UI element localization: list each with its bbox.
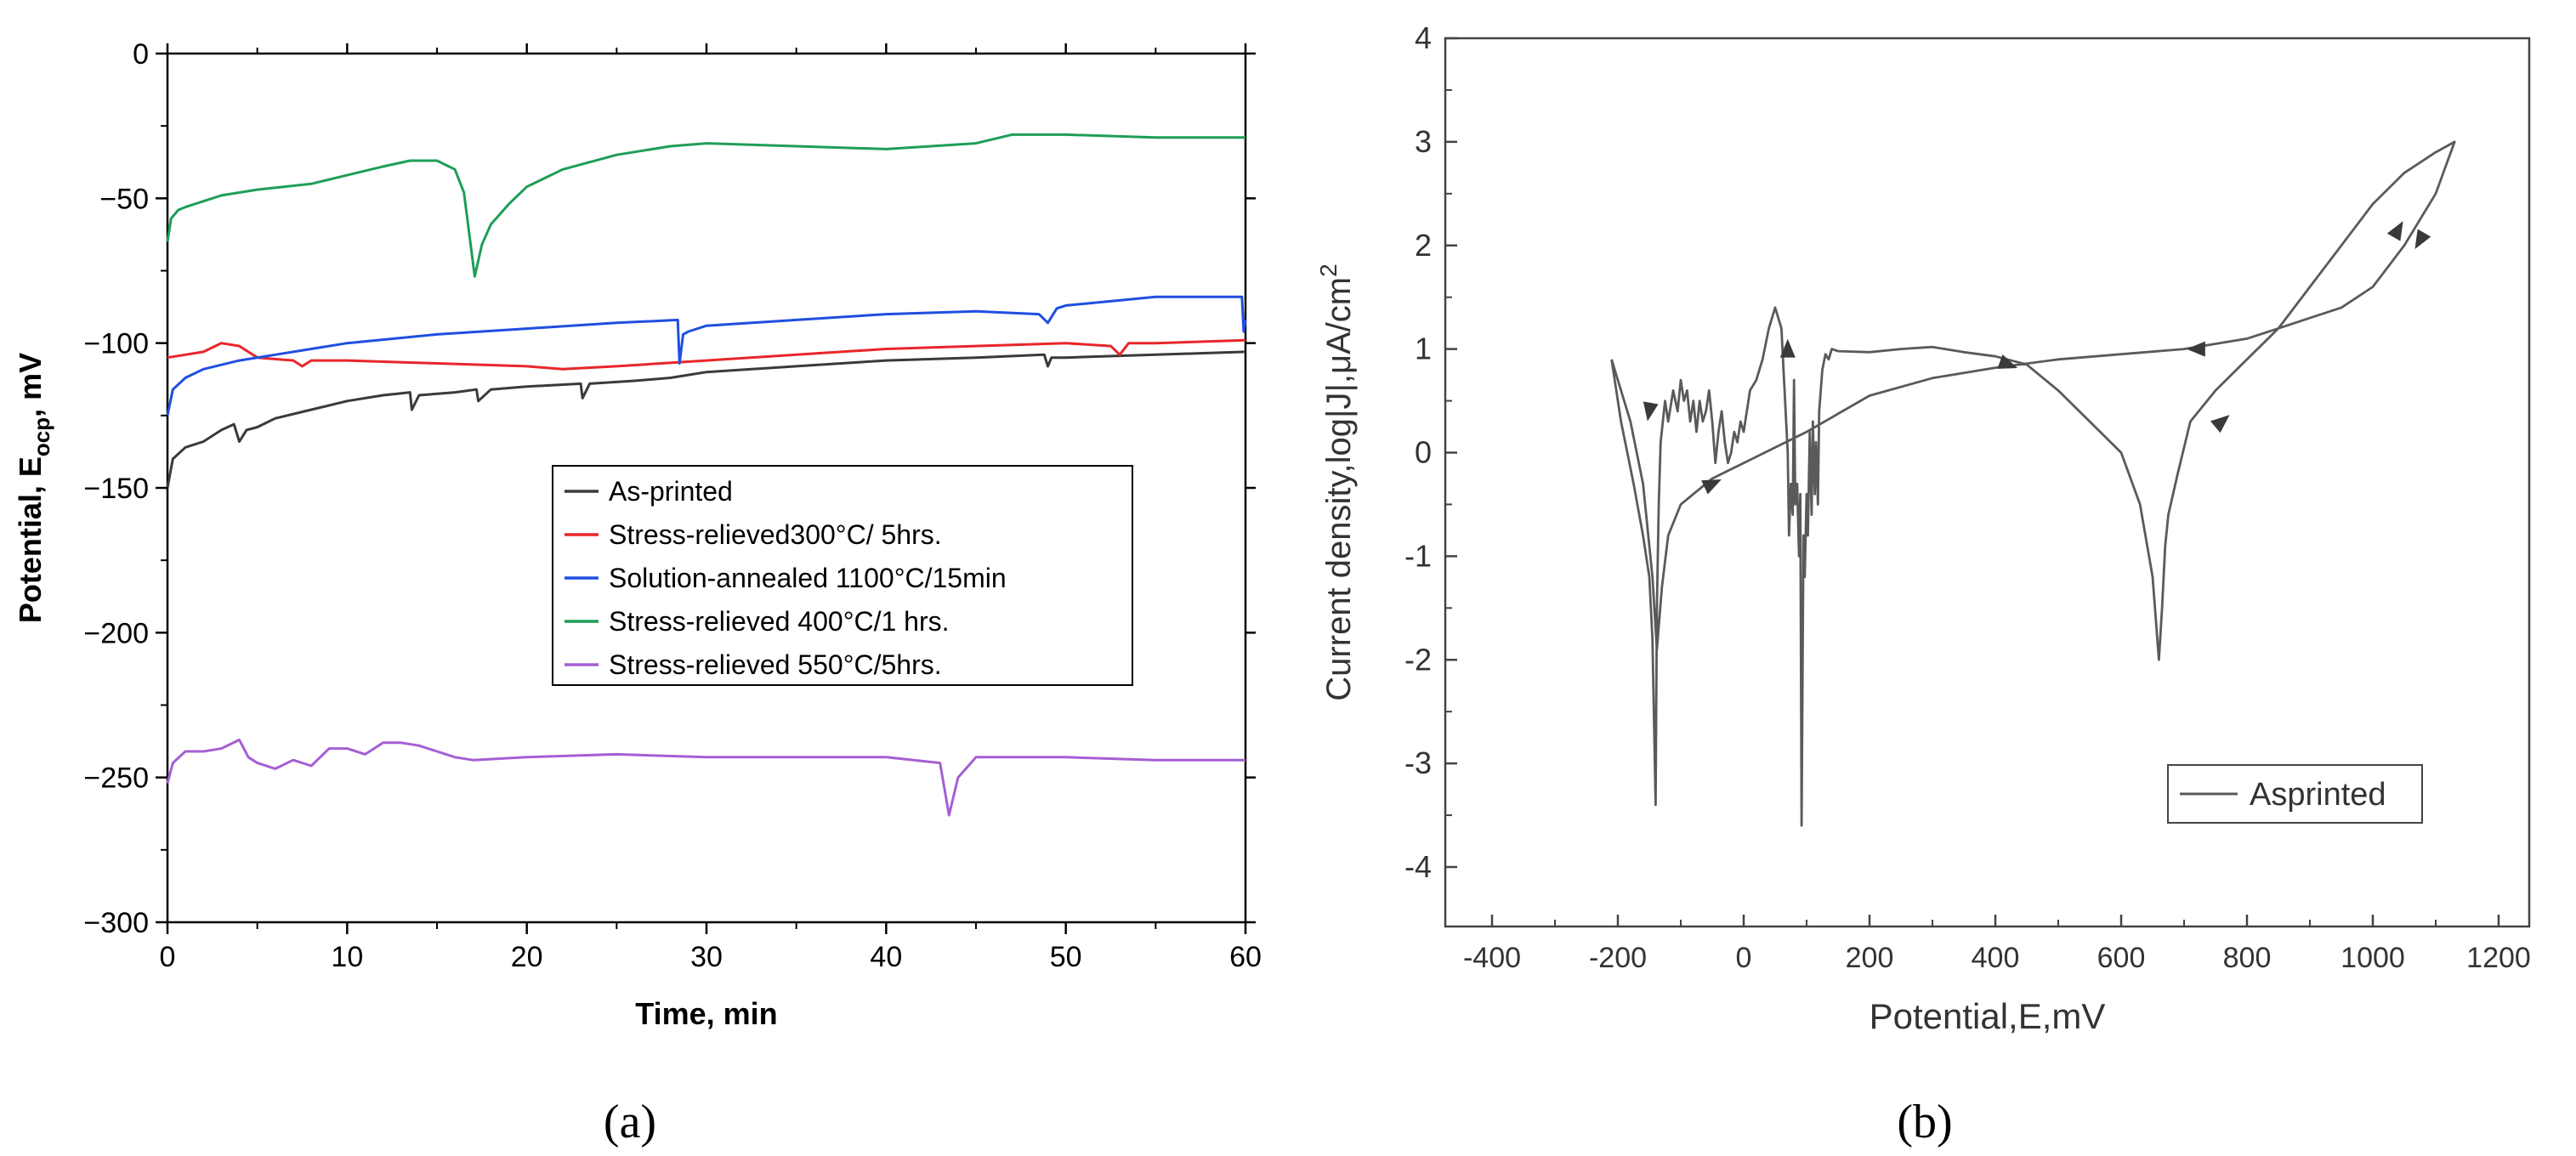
panel-b-y-tick-label: -1 — [1404, 538, 1432, 573]
panel-b-y-tick-label: -3 — [1404, 745, 1432, 780]
panel-b-direction-arrow — [1701, 479, 1722, 495]
panel-a-series-line-1 — [166, 350, 1246, 489]
panel-b-y-axis-label-sup: 2 — [1315, 264, 1342, 277]
panel-a-legend-label: Solution-annealed 1100°C/15min — [609, 563, 1007, 593]
panel-a-x-tick-label: 50 — [1050, 941, 1082, 973]
panel-a-series-line-2 — [167, 338, 1246, 371]
panel-a-y-tick-label: 0 — [133, 38, 149, 71]
panel-b-axes — [1444, 37, 2531, 928]
panel-b-y-tick-label: 3 — [1415, 124, 1432, 159]
panel-a-y-tick-label: −150 — [83, 473, 149, 505]
panel-a-x-axis-label: Time, min — [635, 996, 777, 1031]
panel-b-x-tick-label: 800 — [2223, 942, 2272, 974]
panel-b-direction-arrow — [2186, 341, 2205, 357]
panel-a-x-tick-label: 0 — [160, 941, 176, 973]
panel-b-x-tick-label: -200 — [1589, 942, 1647, 974]
panel-a-series-line-3 — [166, 295, 1247, 416]
panel-b-plot-frame — [1444, 37, 2531, 928]
panel-a-x-tick-label: 10 — [331, 941, 363, 973]
panel-b-chart: -400 -200 0 200 400 600 800 1000 1200 4 3 2 1 0 -1 -2 -3… — [1315, 20, 2531, 1148]
panel-a-legend-frame — [552, 465, 1133, 686]
panel-b-y-axis-label: Current density,log|J|,μA/cm2 — [1315, 264, 1358, 700]
panel-a-legend: As-printed Stress-relieved300°C/ 5hrs. Sol… — [552, 465, 1133, 686]
panel-a-label: (a) — [604, 1096, 656, 1148]
panel-b-y-tick-label: 2 — [1415, 228, 1432, 263]
panel-a-series-lines — [166, 133, 1247, 817]
panel-a-y-tick-label: −250 — [83, 762, 149, 795]
panel-a-y-tick-label: −200 — [83, 617, 149, 649]
panel-b-series-line-1 — [1610, 140, 2456, 827]
panel-b-direction-arrow — [1779, 338, 1796, 358]
panel-b-y-tick-label: 0 — [1415, 435, 1432, 470]
panel-b-y-axis-label-main: Current density,log|J|,μA/cm — [1320, 277, 1358, 701]
panel-a-legend-label: Stress-relieved300°C/ 5hrs. — [609, 519, 942, 550]
panel-a-chart: 0 10 20 30 40 50 60 0 −50 −100 −150 −200 −250 −300 Ti… — [13, 38, 1262, 1148]
panel-b-direction-arrow — [1997, 354, 2018, 369]
panel-b-x-axis-label: Potential,E,mV — [1870, 996, 2106, 1036]
panel-a-y-axis-label-tail: , mV — [13, 353, 48, 417]
panel-b-x-tick-label: -400 — [1463, 942, 1521, 974]
panel-a-x-tick-label: 30 — [690, 941, 723, 973]
panel-b-series-lines — [1610, 140, 2456, 827]
panel-a-y-axis-label-main: Potential, E — [13, 456, 48, 623]
panel-a-series-line-4 — [166, 133, 1245, 278]
panel-b-x-tick-label: 1200 — [2466, 942, 2531, 974]
panel-a-x-tick-label: 60 — [1229, 941, 1262, 973]
panel-a-legend-label: Stress-relieved 400°C/1 hrs. — [609, 606, 950, 637]
panel-b-y-tick-label: 1 — [1415, 332, 1432, 366]
panel-b-legend: Asprinted — [2167, 764, 2423, 824]
panel-b-direction-arrow — [1643, 401, 1659, 422]
panel-b-x-tick-label: 1000 — [2341, 942, 2405, 974]
panel-b-direction-arrow — [2386, 221, 2403, 241]
panel-b-x-tick-label: 200 — [1846, 942, 1894, 974]
panel-a-legend-label: Stress-relieved 550°C/5hrs. — [609, 649, 942, 680]
panel-a-series-line-5 — [166, 738, 1245, 817]
panel-a-ticks: 0 10 20 30 40 50 60 0 −50 −100 −150 −200 −250 −300 — [83, 38, 1262, 973]
panel-b-ticks: -400 -200 0 200 400 600 800 1000 1200 4 3 2 1 0 -1 -2 -3… — [1404, 20, 2531, 974]
panel-b-y-tick-label: -2 — [1404, 642, 1432, 677]
panel-b-x-tick-label: 400 — [1972, 942, 2020, 974]
panel-a-y-tick-label: −100 — [83, 328, 149, 360]
panel-a-y-tick-label: −300 — [83, 907, 149, 939]
panel-a-y-axis-label-sub: ocp — [29, 417, 54, 456]
panel-a-y-tick-label: −50 — [99, 183, 149, 215]
panel-b-direction-arrow — [2414, 229, 2431, 250]
panel-b-x-tick-label: 0 — [1736, 942, 1752, 974]
panel-b-label: (b) — [1897, 1096, 1952, 1148]
panel-b-y-tick-label: 4 — [1415, 20, 1432, 55]
panel-a-legend-label: As-printed — [609, 476, 733, 507]
panel-a-x-tick-label: 40 — [870, 941, 902, 973]
panel-b-y-tick-label: -4 — [1404, 849, 1432, 884]
panel-b-x-tick-label: 600 — [2097, 942, 2146, 974]
panel-a-x-tick-label: 20 — [511, 941, 543, 973]
panel-b-legend-label: Asprinted — [2250, 777, 2386, 813]
panel-a-y-axis-label: Potential, Eocp, mV — [13, 353, 54, 623]
panel-b-direction-arrow — [2210, 415, 2230, 434]
